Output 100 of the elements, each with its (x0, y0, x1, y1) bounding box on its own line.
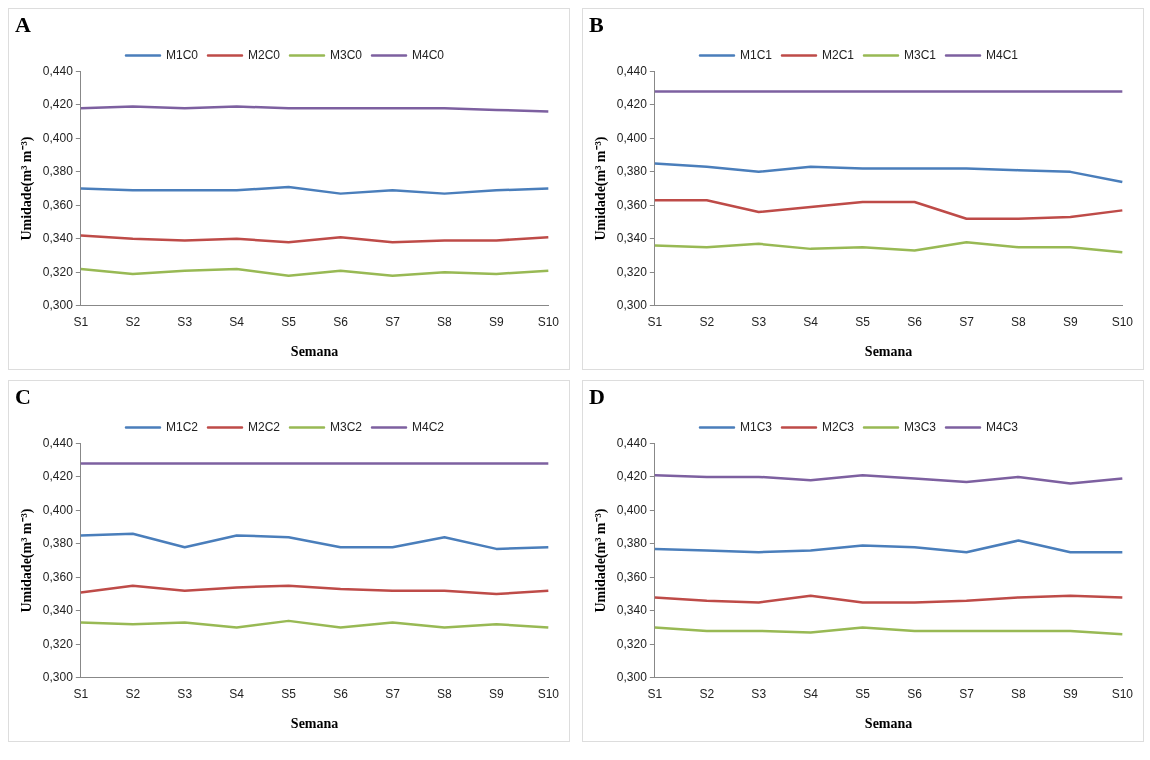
y-tick-label: 0,400 (42, 502, 74, 517)
x-tick-label: S1 (73, 687, 89, 702)
x-tick-label: S9 (1063, 315, 1079, 330)
y-tick-label: 0,420 (616, 469, 648, 484)
x-tick-label: S7 (385, 315, 401, 330)
y-tick-label: 0,400 (42, 130, 74, 145)
x-tick-label: S2 (125, 315, 141, 330)
y-tick-label: 0,400 (616, 130, 648, 145)
y-tick-label: 0,320 (616, 264, 648, 279)
y-tick-label: 0,300 (42, 298, 74, 313)
x-tick-label: S1 (73, 315, 89, 330)
x-tick-label: S6 (907, 687, 923, 702)
x-tick-label: S8 (437, 315, 453, 330)
y-tick-label: 0,380 (42, 164, 74, 179)
legend-label: M4C2 (412, 419, 445, 434)
y-tick-label: 0,340 (42, 231, 74, 246)
y-tick-label: 0,360 (42, 569, 74, 584)
y-tick-label: 0,440 (616, 435, 648, 450)
y-tick-label: 0,380 (616, 164, 648, 179)
x-tick-label: S8 (1011, 687, 1027, 702)
x-tick-label: S7 (959, 315, 975, 330)
y-tick-label: 0,400 (616, 502, 648, 517)
y-tick-label: 0,360 (616, 569, 648, 584)
y-axis-title: Umidade(m³ m⁻³) (19, 508, 36, 613)
x-tick-label: S2 (699, 687, 715, 702)
x-tick-label: S10 (1111, 315, 1134, 330)
x-tick-label: S10 (1111, 687, 1134, 702)
legend-label: M4C3 (986, 419, 1019, 434)
x-tick-label: S6 (907, 315, 923, 330)
legend-label: M2C3 (821, 419, 855, 434)
y-axis-title: Umidade(m³ m⁻³) (19, 136, 36, 241)
x-tick-label: S8 (437, 687, 453, 702)
x-tick-label: S10 (537, 687, 560, 702)
x-tick-label: S7 (959, 687, 975, 702)
x-tick-label: S5 (855, 315, 871, 330)
x-tick-label: S6 (333, 687, 349, 702)
y-tick-label: 0,320 (42, 264, 74, 279)
x-tick-label: S6 (333, 315, 349, 330)
y-tick-label: 0,380 (616, 536, 648, 551)
x-tick-label: S7 (385, 687, 401, 702)
x-tick-label: S9 (489, 687, 505, 702)
x-tick-label: S3 (751, 315, 767, 330)
y-tick-label: 0,340 (616, 231, 648, 246)
legend-label: M2C0 (247, 47, 281, 62)
y-tick-label: 0,360 (42, 197, 74, 212)
y-tick-label: 0,360 (616, 197, 648, 212)
chart-title: B (589, 11, 604, 37)
y-tick-label: 0,380 (42, 536, 74, 551)
y-tick-label: 0,340 (616, 603, 648, 618)
legend-label: M1C2 (165, 419, 199, 434)
x-tick-label: S9 (489, 315, 505, 330)
x-axis-title: Semana (864, 344, 913, 360)
legend-label: M1C1 (739, 47, 773, 62)
chart-title: A (15, 11, 31, 37)
y-tick-label: 0,340 (42, 603, 74, 618)
legend-label: M3C2 (330, 419, 363, 434)
y-tick-label: 0,440 (616, 63, 648, 78)
x-tick-label: S4 (803, 687, 819, 702)
y-tick-label: 0,420 (616, 97, 648, 112)
y-tick-label: 0,300 (616, 298, 648, 313)
x-axis-title: Semana (864, 716, 913, 732)
y-tick-label: 0,440 (42, 63, 74, 78)
y-tick-label: 0,420 (42, 97, 74, 112)
x-axis-title: Semana (290, 716, 339, 732)
legend-label: M3C0 (330, 47, 363, 62)
y-tick-label: 0,440 (42, 435, 74, 450)
y-tick-label: 0,300 (616, 670, 648, 685)
x-tick-label: S5 (281, 315, 297, 330)
x-tick-label: S10 (537, 315, 560, 330)
x-tick-label: S5 (855, 687, 871, 702)
x-tick-label: S5 (281, 687, 297, 702)
x-axis-title: Semana (290, 344, 339, 360)
x-tick-label: S8 (1011, 315, 1027, 330)
chart-title: C (15, 383, 31, 409)
chart-title: D (589, 383, 605, 409)
y-tick-label: 0,320 (42, 636, 74, 651)
y-axis-title: Umidade(m³ m⁻³) (593, 508, 610, 613)
legend-label: M4C0 (412, 47, 445, 62)
x-tick-label: S3 (751, 687, 767, 702)
x-tick-label: S1 (647, 315, 663, 330)
x-tick-label: S2 (125, 687, 141, 702)
x-tick-label: S4 (229, 315, 245, 330)
legend-label: M3C1 (904, 47, 937, 62)
legend-label: M2C2 (247, 419, 281, 434)
legend-label: M1C3 (739, 419, 773, 434)
y-tick-label: 0,300 (42, 670, 74, 685)
x-tick-label: S4 (229, 687, 245, 702)
x-tick-label: S3 (177, 315, 193, 330)
y-tick-label: 0,420 (42, 469, 74, 484)
x-tick-label: S9 (1063, 687, 1079, 702)
legend-label: M3C3 (904, 419, 937, 434)
legend-label: M1C0 (165, 47, 199, 62)
x-tick-label: S4 (803, 315, 819, 330)
x-tick-label: S1 (647, 687, 663, 702)
y-axis-title: Umidade(m³ m⁻³) (593, 136, 610, 241)
legend-label: M2C1 (821, 47, 855, 62)
x-tick-label: S3 (177, 687, 193, 702)
legend-label: M4C1 (986, 47, 1019, 62)
x-tick-label: S2 (699, 315, 715, 330)
y-tick-label: 0,320 (616, 636, 648, 651)
